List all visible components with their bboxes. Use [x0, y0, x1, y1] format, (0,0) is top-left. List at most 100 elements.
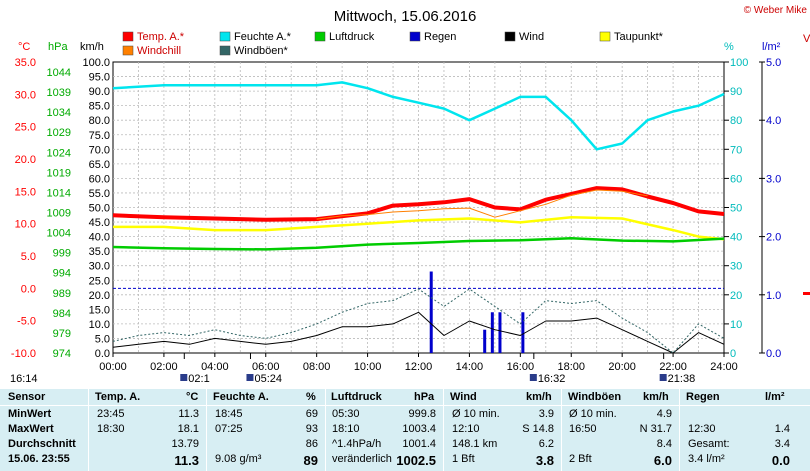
pressure-tick-label: 974 — [53, 348, 71, 360]
wind-tick-label: 10.0 — [89, 319, 110, 331]
temp-time: 23:45 — [97, 408, 125, 420]
series-line-windben — [112, 288, 725, 354]
legend-swatch-3 — [409, 31, 421, 42]
pressure-tick-label: 1024 — [47, 147, 71, 159]
series-line-windchill — [316, 189, 648, 220]
grid — [113, 62, 724, 353]
humidity-value: 69 — [305, 408, 318, 420]
temp-value: 11.3 — [178, 408, 199, 420]
humidity-tick-label: 100 — [730, 57, 748, 69]
wind-tick-label: 20.0 — [89, 290, 110, 302]
temp-tick-label: 5.0 — [21, 251, 36, 263]
temp-time: 18:30 — [97, 423, 125, 435]
rain-tick-label: 5.0 — [766, 57, 781, 69]
wind-tick-label: 0.0 — [95, 348, 110, 360]
wind-tick-label: 15.0 — [89, 304, 110, 316]
wind-tick-label: 5.0 — [95, 333, 110, 345]
wind-tick-label: 65.0 — [89, 159, 110, 171]
humidity-tick-label: 0 — [730, 348, 736, 360]
wind-time: 1 Bft — [452, 453, 475, 465]
header-wind-unit: km/h — [526, 391, 552, 403]
humidity-tick-label: 70 — [730, 144, 742, 156]
marker-icon — [659, 374, 667, 381]
gust-value: 4.9 — [656, 408, 672, 420]
series-line-luftdruck — [112, 236, 725, 251]
wind-tick-label: 60.0 — [89, 173, 110, 185]
pressure-time: veränderlich — [332, 453, 392, 465]
legend-swatch-0 — [122, 31, 134, 42]
temp-tick-label: 0.0 — [21, 283, 36, 295]
x-tick-label: 06:00 — [252, 361, 280, 373]
rain-tick-label: 4.0 — [766, 115, 781, 127]
rain-time: Gesamt: — [688, 438, 730, 450]
wind-value: 3.8 — [535, 453, 554, 468]
legend-swatch-6 — [122, 45, 134, 56]
marker-icon — [180, 374, 188, 381]
wind-tick-label: 55.0 — [89, 188, 110, 200]
temp-tick-label: 10.0 — [15, 219, 36, 231]
rain-tick-label: 3.0 — [766, 173, 781, 185]
rain-value: 1.4 — [774, 423, 790, 435]
humidity-tick-label: 90 — [730, 86, 742, 98]
wind-tick-label: 75.0 — [89, 130, 110, 142]
wind-tick-label: 45.0 — [89, 217, 110, 229]
pressure-tick-label: 1014 — [47, 187, 71, 199]
marker-icon — [246, 374, 254, 381]
rain-value: 3.4 — [774, 438, 790, 450]
header-rain-unit: l/m² — [765, 391, 785, 403]
marker-label: 16:32 — [538, 373, 566, 385]
temp-value: 13.79 — [171, 438, 199, 450]
credit-label: © Weber Mike — [744, 5, 808, 16]
chart-title: Mittwoch, 15.06.2016 — [334, 8, 477, 25]
rain-tick-label: 2.0 — [766, 232, 781, 244]
pressure-tick-label: 1044 — [47, 67, 71, 79]
temp-tick-label: 35.0 — [15, 57, 36, 69]
wind-time: 12:10 — [452, 423, 480, 435]
legend-label-6: Windchill — [137, 45, 181, 57]
x-tick-label: 16:00 — [507, 361, 535, 373]
wind-time: 148.1 km — [452, 438, 498, 450]
humidity-tick-label: 10 — [730, 319, 742, 331]
x-tick-label: 08:00 — [303, 361, 331, 373]
header-humidity-unit: % — [306, 391, 316, 403]
pressure-tick-label: 994 — [53, 268, 71, 280]
gust-time: Ø 10 min. — [569, 408, 617, 420]
temp-value: 11.3 — [174, 453, 199, 468]
pressure-unit-label: hPa — [48, 41, 68, 53]
temp-tick-label: 25.0 — [15, 122, 36, 134]
pressure-tick-label: 984 — [53, 308, 71, 320]
humidity-time: 18:45 — [215, 408, 243, 420]
wind-tick-label: 35.0 — [89, 246, 110, 258]
rain-bar — [498, 312, 502, 353]
pressure-value: 1003.4 — [402, 423, 436, 435]
series-line-taupunkt — [113, 215, 725, 241]
legend-label-2: Luftdruck — [329, 31, 375, 43]
row-label: Durchschnitt — [8, 438, 76, 450]
marker-label: 21:38 — [668, 373, 696, 385]
humidity-value: 93 — [305, 423, 318, 435]
header-sensor: Sensor — [8, 391, 46, 403]
wind-value: 6.2 — [538, 438, 554, 450]
pressure-tick-label: 989 — [53, 288, 71, 300]
gust-value: 6.0 — [653, 453, 672, 468]
humidity-time: 9.08 g/m³ — [215, 453, 262, 465]
humidity-tick-label: 30 — [730, 261, 742, 273]
pressure-tick-label: 1019 — [47, 167, 71, 179]
temp-unit-label: °C — [18, 41, 30, 53]
pressure-tick-label: 979 — [53, 328, 71, 340]
temp-tick-label: 20.0 — [15, 154, 36, 166]
wind-tick-label: 70.0 — [89, 144, 110, 156]
header-temp: Temp. A. — [95, 391, 141, 403]
x-tick-label: 18:00 — [557, 361, 585, 373]
x-tick-label: 02:00 — [150, 361, 178, 373]
x-tick-label: 00:00 — [99, 361, 127, 373]
wind-time: Ø 10 min. — [452, 408, 500, 420]
row-label: 15.06. 23:55 — [8, 453, 70, 465]
x-tick-label: 20:00 — [608, 361, 636, 373]
legend-swatch-4 — [504, 31, 516, 42]
temp-value: 18.1 — [177, 423, 199, 435]
rain-tick-label: 0.0 — [766, 348, 781, 360]
x-tick-label: 12:00 — [405, 361, 433, 373]
temp-tick-label: 15.0 — [15, 186, 36, 198]
humidity-unit-label: % — [724, 41, 734, 53]
